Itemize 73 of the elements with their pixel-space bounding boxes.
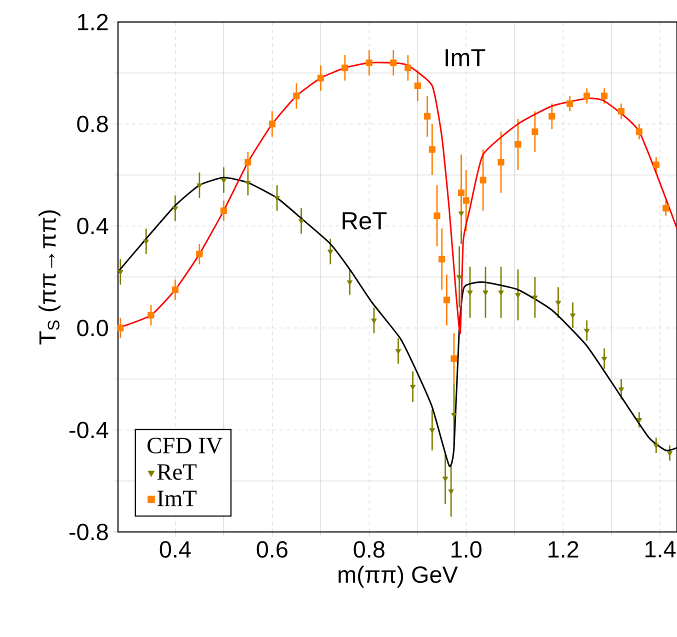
annotation: ImT — [446, 49, 486, 66]
point — [366, 60, 372, 66]
point — [390, 60, 397, 66]
point — [601, 356, 608, 362]
point — [618, 108, 625, 115]
point — [456, 275, 462, 280]
point — [172, 206, 178, 212]
point — [442, 476, 448, 482]
point — [636, 418, 642, 424]
point — [424, 113, 431, 120]
point — [514, 141, 522, 148]
point — [414, 82, 421, 90]
point — [652, 162, 660, 168]
point — [584, 328, 590, 334]
point — [532, 128, 538, 135]
point — [636, 128, 642, 135]
point — [342, 64, 348, 72]
legend-label: ReT — [157, 464, 197, 480]
point — [450, 355, 458, 362]
point — [404, 64, 412, 72]
point — [172, 286, 178, 294]
x-tick-label: 0.4 — [160, 541, 191, 558]
point — [548, 113, 556, 120]
y-tick-label: -0.8 — [70, 524, 108, 540]
point — [584, 92, 590, 100]
y-tick-label: 0.0 — [77, 320, 108, 336]
point — [480, 176, 486, 184]
point — [117, 324, 124, 332]
point — [438, 256, 446, 262]
point — [662, 204, 670, 212]
point — [410, 384, 416, 390]
point — [555, 300, 562, 306]
y-axis-title: T$_{S}$ (ππ→ππ) — [38, 210, 60, 344]
point — [498, 158, 504, 166]
point — [458, 190, 465, 196]
point — [462, 197, 470, 204]
y-tick-label: 0.8 — [77, 116, 108, 132]
point — [244, 158, 252, 166]
point — [220, 207, 227, 214]
legend-title: CFD IV — [148, 438, 222, 454]
point — [532, 296, 538, 301]
point — [618, 387, 624, 392]
legend-label: ImT — [157, 490, 197, 506]
x-tick-label: 1.4 — [646, 541, 676, 558]
x-tick-label: 1.0 — [452, 541, 482, 558]
point — [317, 74, 324, 82]
point — [600, 92, 608, 100]
point — [346, 280, 353, 286]
y-tick-label: -0.4 — [70, 422, 108, 438]
annotation: ReT — [342, 212, 387, 230]
point — [451, 412, 457, 418]
point — [220, 178, 227, 184]
y-tick-label: 1.2 — [78, 14, 108, 30]
point — [448, 489, 454, 494]
point — [196, 183, 202, 188]
point — [458, 211, 464, 217]
point — [327, 250, 334, 255]
x-axis-title: m(ππ) GeV — [338, 566, 458, 588]
point — [268, 120, 276, 128]
point — [395, 349, 402, 354]
point — [566, 100, 574, 107]
point — [148, 312, 154, 319]
x-tick-label: 0.8 — [354, 541, 384, 558]
point — [245, 180, 251, 186]
point — [443, 296, 450, 304]
x-tick-label: 1.2 — [548, 541, 578, 558]
point — [429, 428, 436, 434]
x-tick-label: 0.6 — [256, 541, 288, 558]
point — [293, 92, 300, 100]
point — [196, 250, 203, 258]
point — [428, 146, 436, 153]
y-tick-label: 0.4 — [77, 218, 108, 234]
point — [434, 212, 440, 220]
